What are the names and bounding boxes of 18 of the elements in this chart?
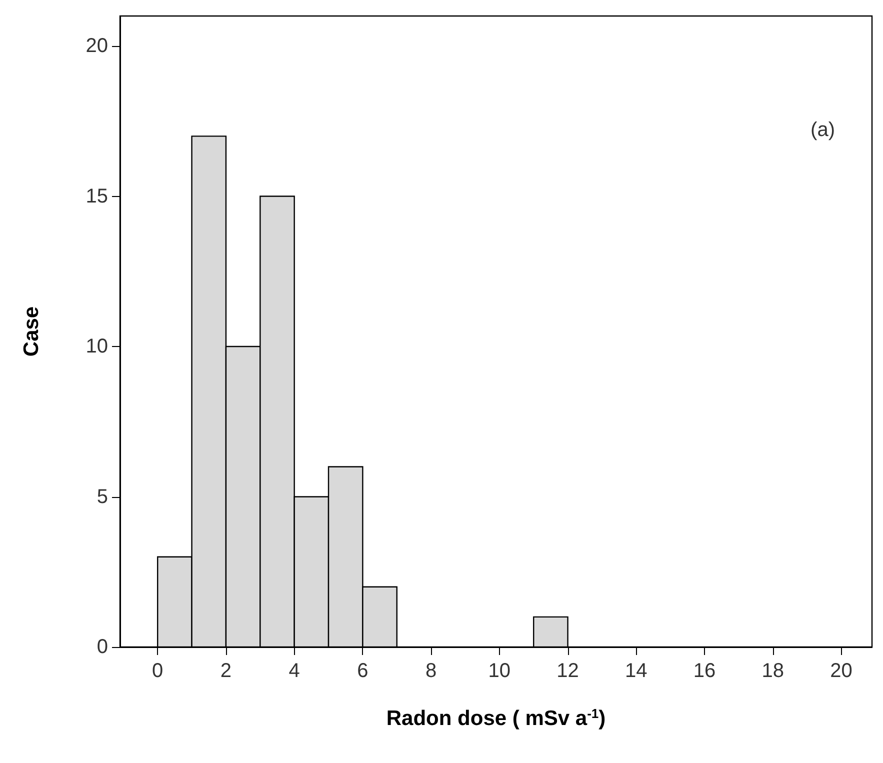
x-tick-label: 2 bbox=[220, 660, 232, 682]
x-tick-label: 4 bbox=[288, 660, 300, 682]
x-tick-label: 20 bbox=[830, 660, 852, 682]
y-tick-label: 20 bbox=[86, 35, 108, 58]
annotation: (a) bbox=[810, 119, 836, 141]
y-tick-label: 5 bbox=[96, 486, 108, 508]
y-tick-label: 10 bbox=[86, 336, 108, 358]
x-tick-label: 18 bbox=[762, 660, 784, 682]
x-tick-label: 16 bbox=[693, 660, 716, 682]
x-tick-label: 12 bbox=[556, 660, 579, 682]
x-tick-label: 14 bbox=[625, 660, 648, 682]
x-tick-label: 0 bbox=[152, 660, 164, 682]
y-axis-title: Case bbox=[20, 306, 43, 357]
x-tick-label: 10 bbox=[488, 660, 511, 682]
x-tick-label: 8 bbox=[425, 660, 437, 682]
y-tick-label: 0 bbox=[96, 636, 108, 658]
y-tick-label: 15 bbox=[86, 185, 108, 208]
x-tick-label: 6 bbox=[357, 660, 368, 682]
